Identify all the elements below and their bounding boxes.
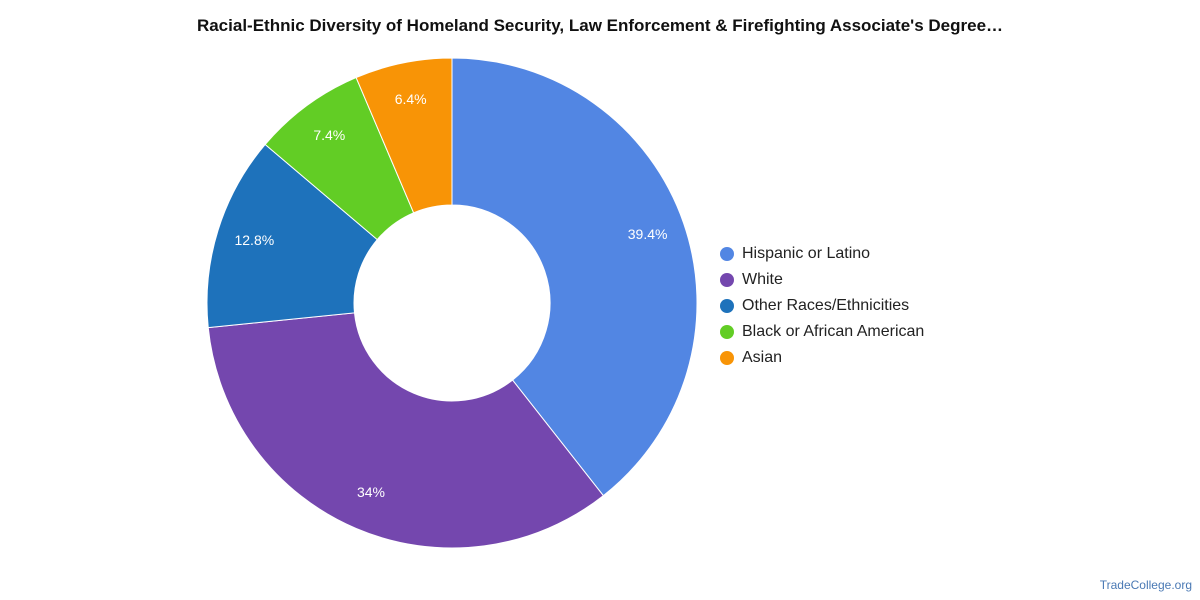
slice-hispanic-or-latino[interactable] [451, 57, 698, 497]
donut-slices [206, 57, 698, 549]
slice-other-races-ethnicities[interactable] [206, 143, 378, 329]
legend-label: Hispanic or Latino [742, 245, 871, 262]
slice-label-black-or-african-american: 7.4% [313, 127, 345, 143]
chart-legend: Hispanic or Latino White Other Races/Ethni… [720, 241, 924, 371]
chart-title: Racial-Ethnic Diversity of Homeland Secu… [196, 16, 1004, 35]
source-credit[interactable]: TradeCollege.org [1099, 578, 1192, 592]
donut-slice-labels: 39.4% 34% 12.8% 7.4% 6.4% [234, 91, 667, 500]
legend-label: Asian [742, 349, 783, 366]
legend-label: White [742, 271, 783, 288]
legend-item-asian[interactable]: Asian [720, 345, 924, 371]
slice-white[interactable] [207, 312, 605, 549]
slice-label-asian: 6.4% [395, 91, 427, 107]
legend-swatch [720, 247, 734, 261]
slice-label-other-races-ethnicities: 12.8% [234, 232, 274, 248]
legend-label: Other Races/Ethnicities [742, 297, 910, 314]
legend-item-black-or-african-american[interactable]: Black or African American [720, 319, 924, 345]
legend-swatch [720, 325, 734, 339]
legend-label: Black or African American [742, 323, 925, 340]
legend-swatch [720, 273, 734, 287]
legend-item-hispanic-or-latino[interactable]: Hispanic or Latino [720, 241, 924, 267]
legend-swatch [720, 351, 734, 365]
slice-label-hispanic-or-latino: 39.4% [628, 226, 668, 242]
slice-label-white: 34% [357, 484, 385, 500]
legend-swatch [720, 299, 734, 313]
legend-item-white[interactable]: White [720, 267, 924, 293]
slice-asian[interactable] [355, 57, 453, 214]
legend-item-other-races-ethnicities[interactable]: Other Races/Ethnicities [720, 293, 924, 319]
